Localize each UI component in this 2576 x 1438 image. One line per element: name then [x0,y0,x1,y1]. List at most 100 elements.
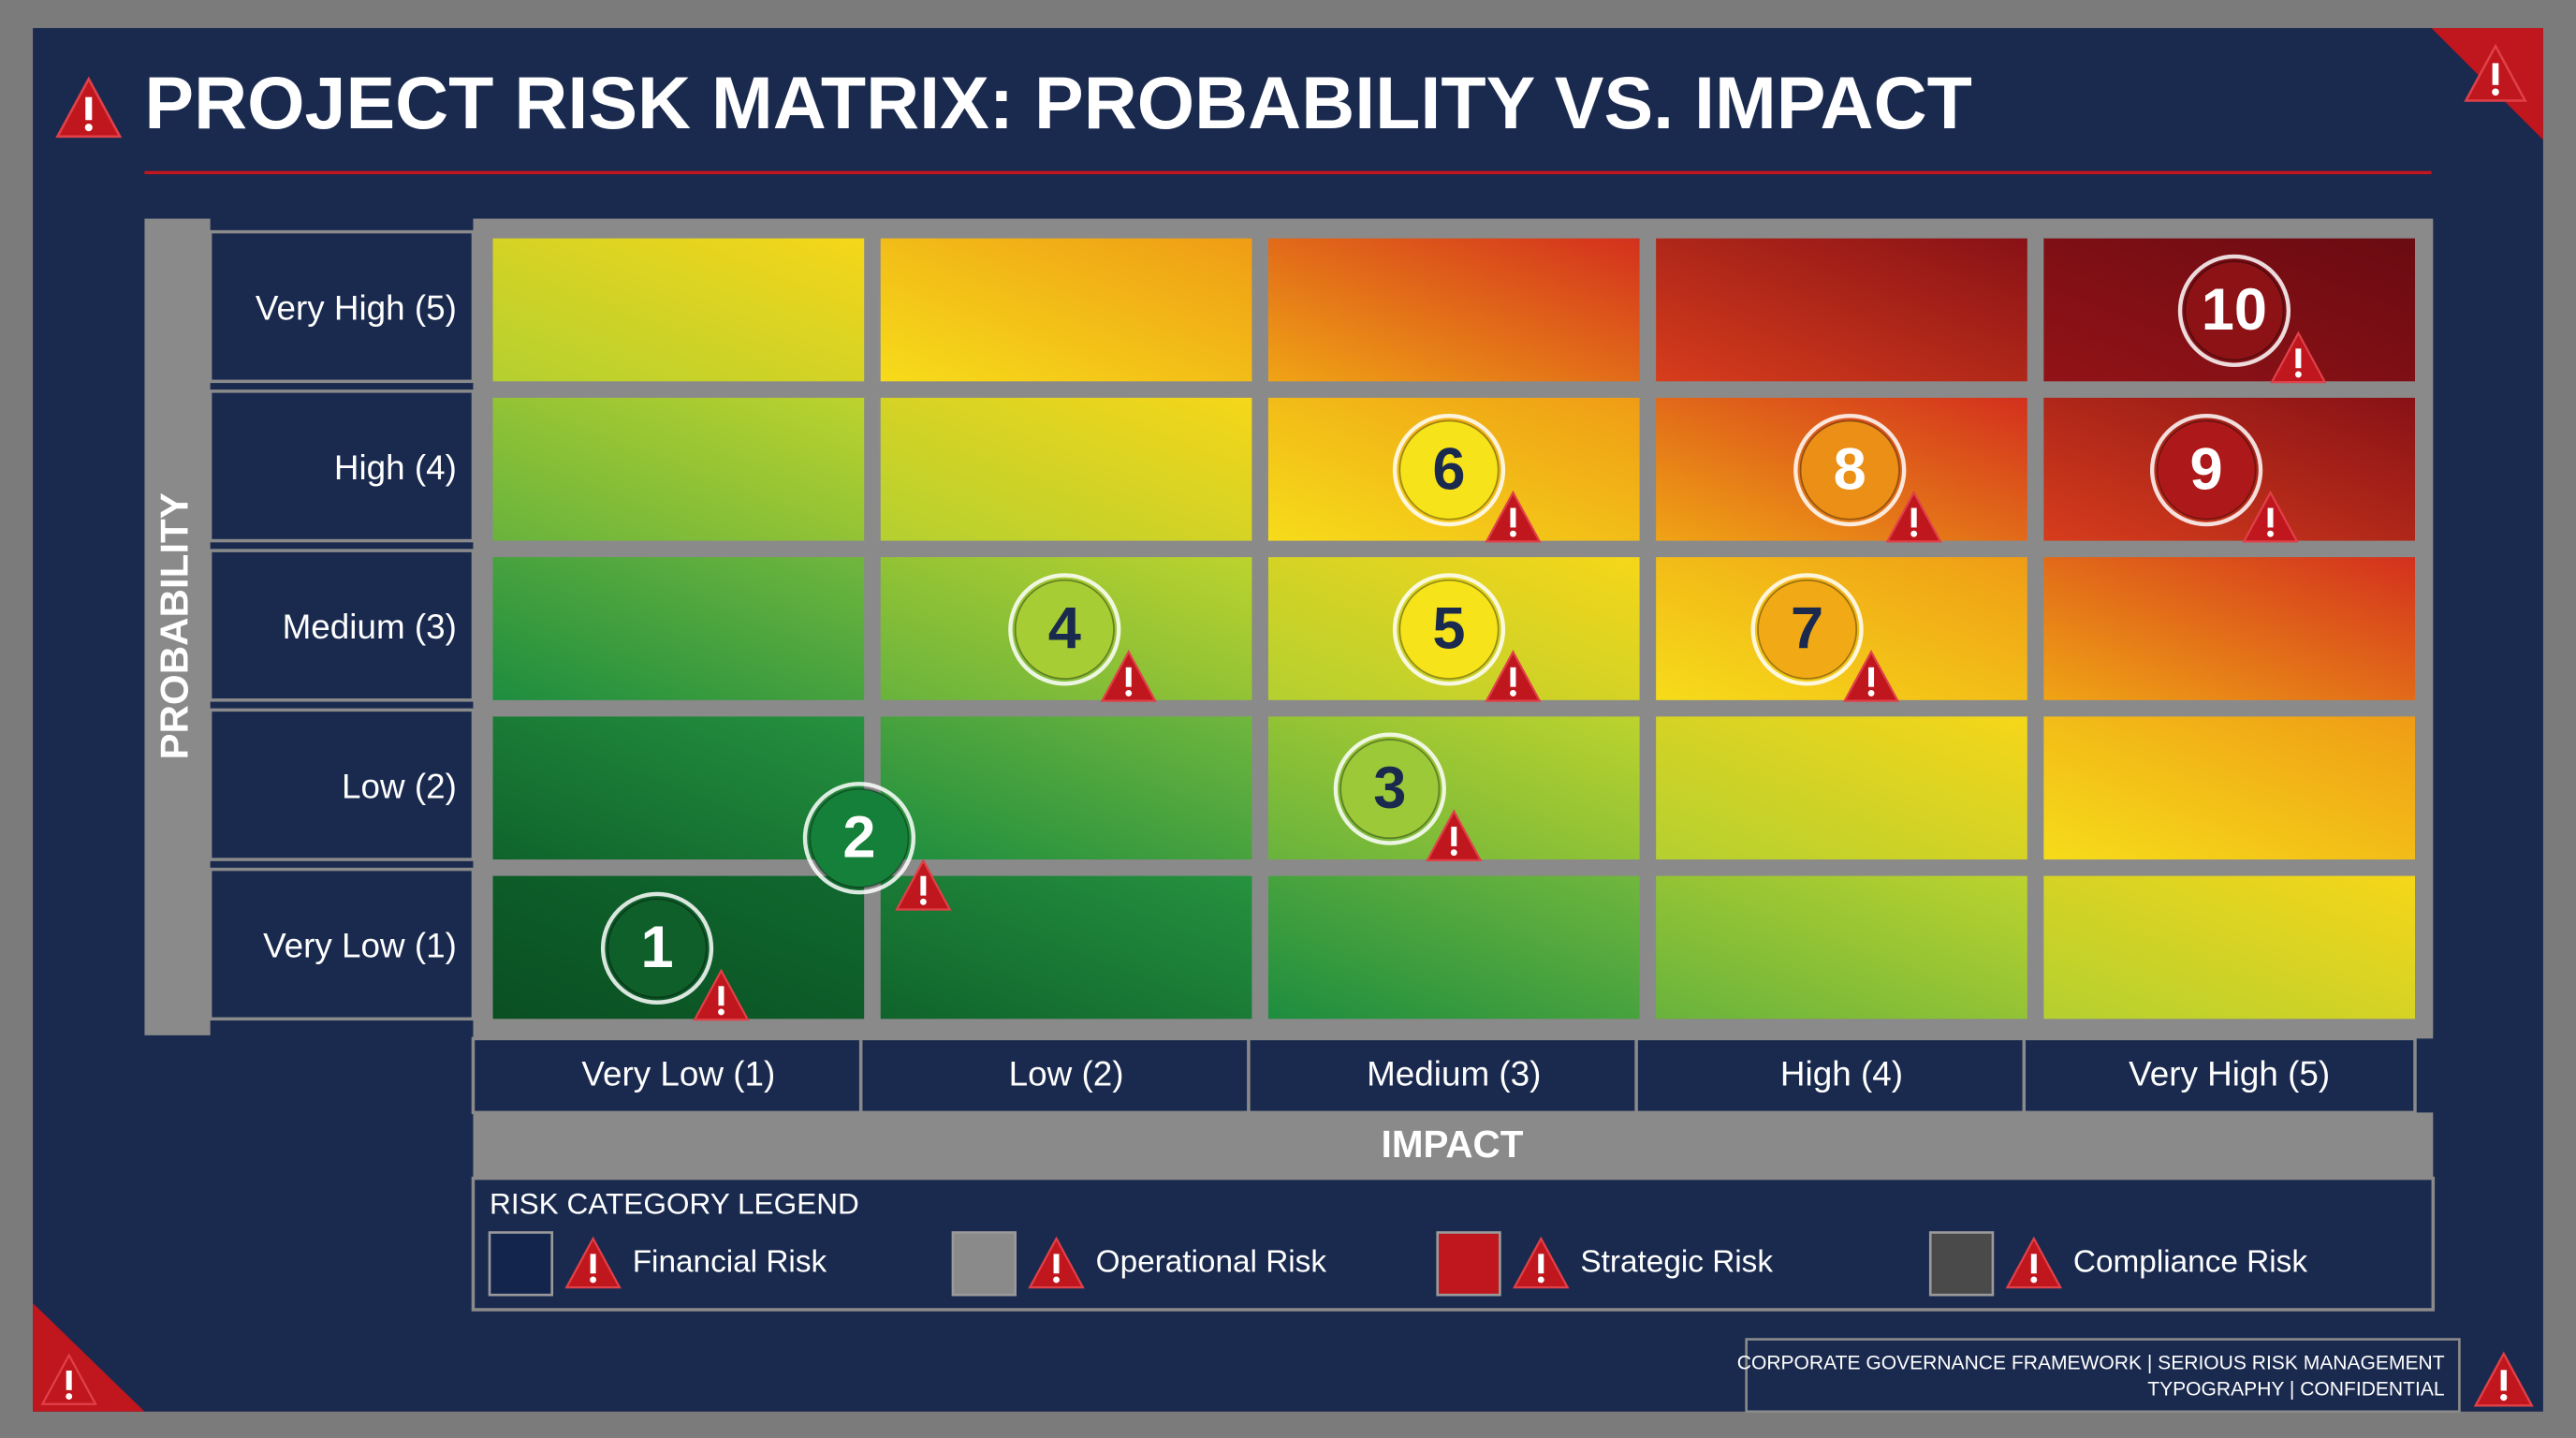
title: PROJECT RISK MATRIX: PROBABILITY VS. IMP… [144,62,1971,144]
risk-id: 2 [842,804,875,870]
warning-icon [2473,1351,2534,1407]
risk-marker [607,898,708,999]
warning-icon [1885,490,1942,543]
matrix-cell [880,238,1252,382]
warning-icon [1485,490,1542,543]
risk-marker [1757,579,1858,680]
warning-icon [1842,650,1900,702]
risk-marker-ring [1392,573,1506,686]
matrix-cell [492,557,865,700]
risk-id: 3 [1373,756,1406,821]
risk-marker [1398,579,1500,680]
warning-icon [1513,1236,1570,1289]
x-axis-bar [473,1112,2434,1179]
risk-marker [2184,260,2285,361]
row-label-box [208,867,476,1021]
column-label-box [1247,1036,1642,1115]
row-label: Very Low (1) [263,927,457,965]
risk-marker-ring [2149,413,2263,527]
row-label: High (4) [334,448,457,487]
warning-icon [693,968,750,1021]
risk-id: 4 [1048,596,1081,662]
row-label: Very High (5) [256,289,457,328]
risk-id: 5 [1432,596,1465,662]
risk-id: 1 [640,915,673,980]
matrix-cell [1656,875,2027,1020]
column-label: Low (2) [1009,1054,1124,1093]
risk-id: 6 [1432,436,1465,502]
row-label-box [208,708,476,861]
matrix-cell [1267,875,1640,1020]
legend-swatch [488,1231,554,1297]
warning-icon [1426,809,1483,861]
column-label: Very High (5) [2129,1054,2330,1093]
y-axis-bar [144,218,211,1035]
warning-icon [2242,490,2299,543]
warning-icon [564,1236,622,1289]
risk-id: 7 [1791,596,1823,662]
footer-line: TYPOGRAPHY | CONFIDENTIAL [2147,1379,2444,1401]
matrix-cell [492,238,865,382]
legend-label: Financial Risk [633,1245,827,1280]
risk-marker-ring [1750,573,1864,686]
column-label: Very Low (1) [581,1054,775,1093]
legend-label: Compliance Risk [2073,1245,2307,1280]
risk-id: 10 [2202,277,2267,343]
risk-marker [1339,739,1441,840]
risk-id: 9 [2190,436,2223,502]
warning-icon [1100,650,1157,702]
warning-icon [55,76,123,139]
column-label-box [1634,1036,2029,1115]
matrix-cell [1656,716,2027,860]
matrix-cell [1267,238,1640,382]
matrix-cell [880,716,1252,860]
risk-marker [1014,579,1115,680]
matrix-cell [2043,557,2415,700]
legend-label: Strategic Risk [1580,1245,1773,1280]
row-label: Medium (3) [283,608,457,646]
risk-marker-ring [1333,732,1446,845]
legend-swatch [1928,1231,1995,1297]
matrix-cell [492,716,865,860]
warning-icon [40,1353,97,1405]
risk-marker [1398,419,1500,521]
legend-title: RISK CATEGORY LEGEND [490,1187,859,1221]
footer-box [1745,1338,2461,1414]
risk-marker [809,787,910,888]
matrix-cell [2043,875,2415,1020]
warning-icon [2005,1236,2063,1289]
matrix-cell [880,397,1252,541]
row-label: Low (2) [342,767,457,805]
warning-icon [895,858,952,911]
row-label-box [208,549,476,702]
footer-line: CORPORATE GOVERNANCE FRAMEWORK | SERIOUS… [1737,1352,2445,1373]
risk-marker-ring [2177,254,2291,367]
column-label-box [471,1036,866,1115]
risk-marker-ring [600,891,714,1005]
risk-marker-ring [1008,573,1121,686]
legend-label: Operational Risk [1096,1245,1327,1280]
risk-marker-ring [1793,413,1907,527]
column-label-box [2022,1036,2417,1115]
legend-swatch [1436,1231,1501,1297]
column-label: Medium (3) [1367,1054,1541,1093]
matrix-cell [492,397,865,541]
x-axis-label: IMPACT [1382,1123,1524,1166]
risk-marker [1799,419,1900,521]
warning-icon [1485,650,1542,702]
y-axis-label: PROBABILITY [153,492,197,759]
legend-swatch [951,1231,1017,1297]
column-label: High (4) [1780,1054,1903,1093]
risk-marker [2156,419,2257,521]
row-label-box [208,229,476,384]
warning-icon [2270,330,2327,384]
matrix-cell [1656,238,2027,382]
risk-marker-ring [1392,413,1506,527]
risk-marker-ring [802,782,916,895]
matrix-cell [2043,716,2415,860]
warning-icon [1028,1236,1085,1289]
row-label-box [208,389,476,543]
risk-id: 8 [1834,436,1866,502]
